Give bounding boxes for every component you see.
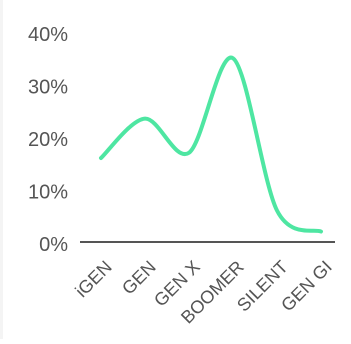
y-tick-label: 40% bbox=[28, 24, 68, 46]
y-tick-label: 10% bbox=[28, 182, 68, 204]
left-edge-divider bbox=[0, 0, 3, 339]
y-tick-label: 0% bbox=[39, 234, 68, 256]
x-tick-label: iGEN bbox=[71, 257, 116, 302]
y-tick-label: 20% bbox=[28, 129, 68, 151]
series-line bbox=[99, 55, 323, 234]
y-tick-label: 30% bbox=[28, 77, 68, 99]
